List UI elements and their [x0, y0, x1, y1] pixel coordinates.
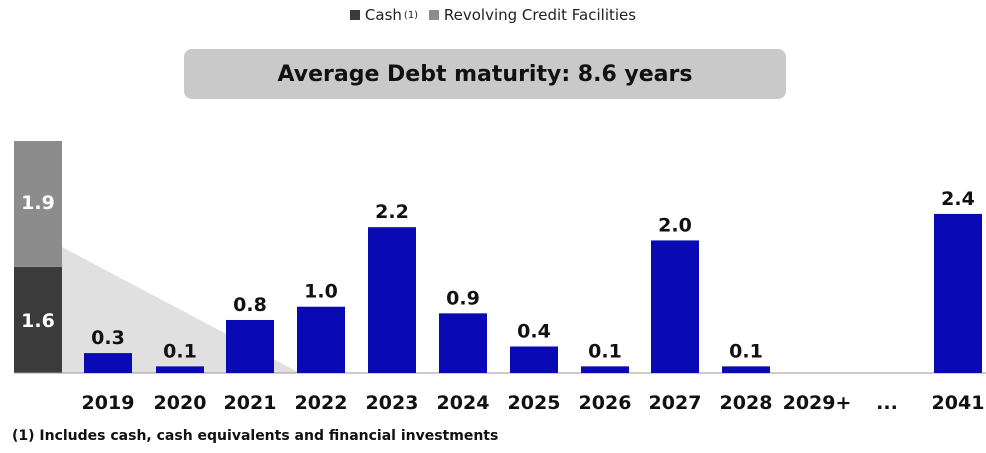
legend-footnote-marker: (1): [403, 9, 419, 21]
bar-2026: [581, 366, 629, 373]
data-label-2023: 2.2: [375, 201, 409, 223]
tick-label-ellipsis: ...: [876, 392, 898, 414]
tick-label-2023: 2023: [366, 392, 419, 414]
data-label-2022: 1.0: [304, 281, 338, 303]
tick-label-2025: 2025: [508, 392, 561, 414]
bar-2024: [439, 313, 487, 373]
bar-2028: [722, 366, 770, 373]
legend-item-cash: Cash (1): [349, 6, 419, 24]
bar-2025: [510, 346, 558, 373]
tick-label-2020: 2020: [154, 392, 207, 414]
bar-2023: [368, 227, 416, 373]
bar-2027: [651, 240, 699, 373]
tick-label-2029+: 2029+: [783, 392, 852, 414]
legend: Cash (1) Revolving Credit Facilities: [0, 6, 986, 24]
bar-rcf: [14, 141, 62, 267]
average-maturity-banner: Average Debt maturity: 8.6 years: [184, 49, 786, 99]
bar-cash: [14, 266, 62, 373]
data-label-2020: 0.1: [163, 340, 197, 362]
bar-2019: [84, 353, 132, 373]
tick-label-2019: 2019: [82, 392, 135, 414]
tick-label-2026: 2026: [579, 392, 632, 414]
bar-2021: [226, 319, 274, 373]
data-label-2019: 0.3: [91, 327, 125, 349]
legend-item-rcf: Revolving Credit Facilities: [428, 6, 637, 24]
data-label-2027: 2.0: [658, 214, 692, 236]
data-label-2026: 0.1: [588, 340, 622, 362]
data-label-2041: 2.4: [941, 188, 975, 210]
legend-label-cash: Cash: [364, 6, 402, 24]
label-cash: 1.6: [21, 310, 55, 332]
data-label-2021: 0.8: [233, 294, 267, 316]
label-rcf: 1.9: [21, 192, 55, 214]
bar-2041: [934, 213, 982, 373]
tick-label-2021: 2021: [224, 392, 277, 414]
bar-2022: [297, 306, 345, 373]
cash-swatch-icon: [349, 10, 360, 20]
debt-maturity-chart: 1.6 1.9 0.3 2019 0.1 2020 0.8 2021 1.0 2022 2.2 202…: [14, 141, 986, 414]
tick-label-2027: 2027: [649, 392, 702, 414]
footnote: (1) Includes cash, cash equivalents and …: [12, 428, 499, 444]
tick-label-2024: 2024: [437, 392, 490, 414]
tick-label-2041: 2041: [932, 392, 985, 414]
bar-2020: [156, 366, 204, 373]
data-label-2025: 0.4: [517, 320, 551, 342]
rcf-swatch-icon: [428, 10, 439, 20]
tick-label-2022: 2022: [295, 392, 348, 414]
legend-label-rcf: Revolving Credit Facilities: [443, 6, 637, 24]
tick-label-2028: 2028: [720, 392, 773, 414]
data-label-2028: 0.1: [729, 340, 763, 362]
data-label-2024: 0.9: [446, 287, 480, 309]
